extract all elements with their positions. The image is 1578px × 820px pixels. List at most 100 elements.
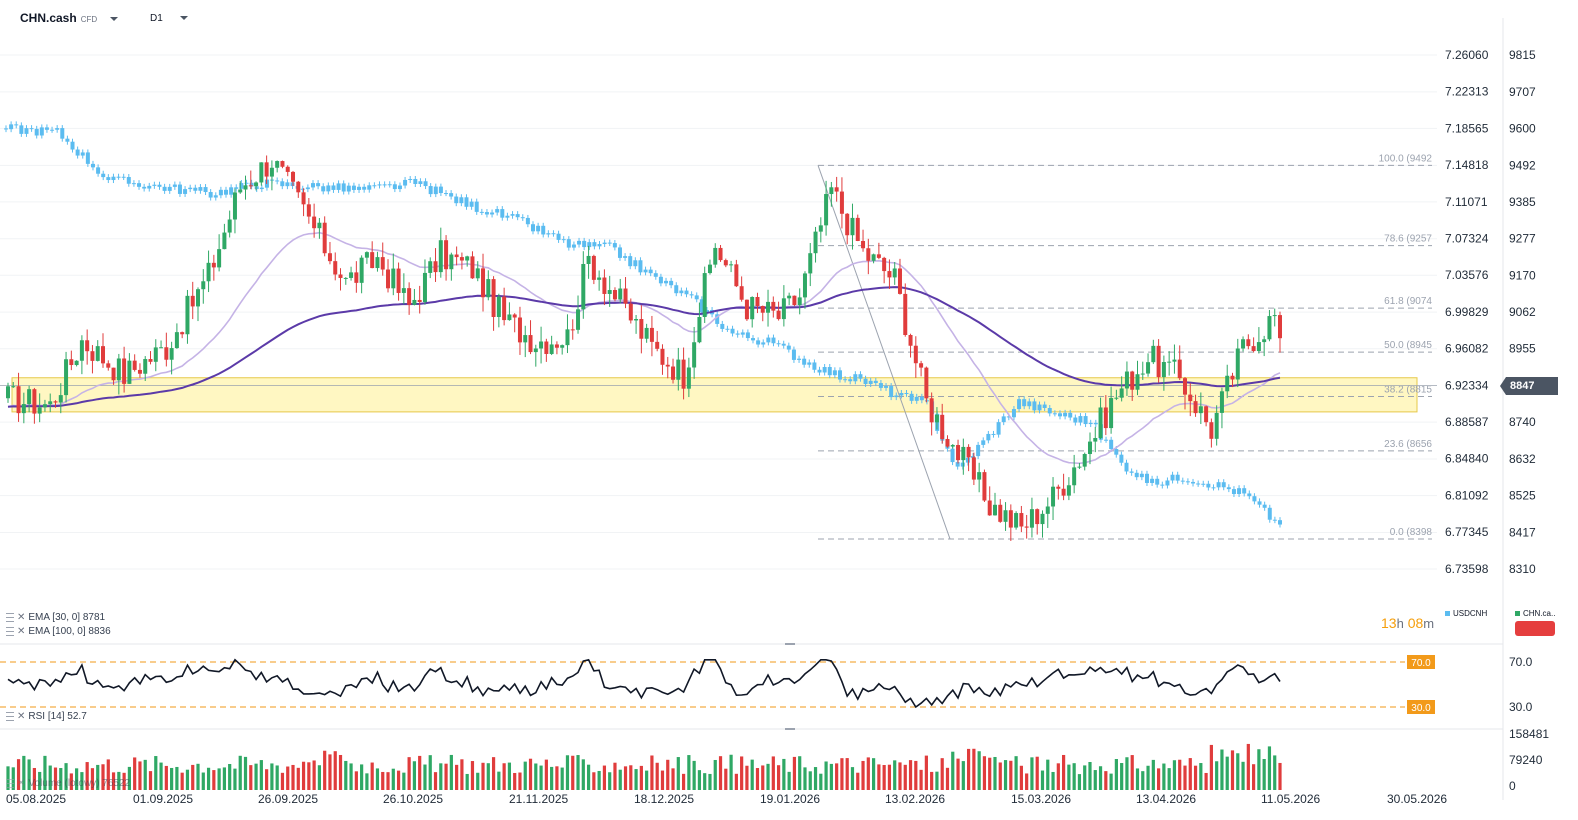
usdcnh-body (914, 396, 919, 401)
usdcnh-body (418, 181, 423, 184)
indicator-volume-row[interactable]: ✕ Volume (lotowy) 76522 (6, 778, 130, 789)
ema30-label: EMA [30, 0] 8781 (28, 612, 106, 623)
volume-bar (85, 762, 89, 790)
close-icon[interactable]: ✕ (17, 711, 26, 722)
usdcnh-body (745, 332, 750, 339)
usdcnh-body (679, 290, 684, 294)
legend-chn[interactable]: CHN.ca.. (1515, 609, 1555, 618)
usdcnh-body (177, 184, 182, 194)
price-tick-label: 8955 (1509, 342, 1536, 356)
volume-bar (692, 760, 696, 790)
usdcnh-body (1221, 482, 1226, 488)
candle-body (971, 457, 976, 480)
symbol-type: CFD (80, 15, 98, 24)
usdcnh-body (669, 280, 674, 286)
close-icon[interactable]: ✕ (17, 626, 26, 637)
candle-body (496, 296, 501, 317)
volume-bar (444, 763, 448, 790)
indicator-ema100-row[interactable]: ✕ EMA [100, 0] 8836 (6, 626, 111, 637)
usdcnh-body (341, 183, 346, 192)
candle-body (143, 359, 148, 374)
symbol-selector[interactable]: CHN.cash CFD (20, 11, 119, 25)
candle-body (797, 297, 802, 306)
volume-bar (850, 767, 855, 790)
settings-icon[interactable] (6, 627, 14, 636)
symbol-name: CHN.cash (20, 11, 77, 25)
volume-bar (1204, 772, 1208, 790)
volume-bar (1199, 763, 1203, 790)
candle-body (861, 240, 866, 249)
usdcnh-body (1134, 472, 1139, 478)
usdcnh-body (740, 332, 745, 335)
volume-bar (602, 765, 607, 790)
candle-body (1093, 437, 1098, 442)
settings-icon[interactable] (6, 779, 14, 788)
usdcnh-body (162, 186, 167, 191)
fib-level-label: 61.8 (9074 (1384, 296, 1432, 307)
candle-body (792, 295, 797, 306)
close-icon[interactable]: ✕ (17, 612, 26, 623)
settings-icon[interactable] (6, 613, 14, 622)
volume-bar (988, 757, 992, 790)
volume-bar (32, 767, 36, 790)
timeframe-selector[interactable]: D1 (150, 13, 188, 24)
volume-bar (1093, 770, 1097, 790)
usdcnh-body (853, 374, 858, 382)
usdcnh-body (285, 182, 290, 187)
usdcnh-body (735, 333, 740, 335)
candle-body (676, 359, 681, 380)
volume-bar (1262, 759, 1266, 790)
settings-icon[interactable] (6, 712, 14, 721)
candle-body (697, 316, 702, 343)
usdcnh-body (1032, 401, 1037, 411)
pane-resize-handle[interactable] (785, 728, 795, 730)
candle-body (882, 257, 887, 272)
usdcnh-body (131, 183, 136, 185)
volume-bar (1130, 755, 1134, 790)
candle-body (90, 351, 95, 361)
usdcnh-tick-label: 6.99829 (1445, 305, 1489, 319)
usdcnh-body (1006, 416, 1011, 418)
indicator-rsi-row[interactable]: ✕ RSI [14] 52.7 (6, 711, 87, 722)
candle-body (1193, 401, 1198, 414)
usdcnh-body (1150, 478, 1155, 483)
candle-body (132, 360, 137, 370)
volume-bar (629, 765, 633, 790)
usdcnh-body (530, 224, 535, 232)
usdcnh-body (433, 186, 438, 195)
volume-bar (43, 755, 47, 790)
usdcnh-body (474, 201, 479, 212)
candle-body (1188, 394, 1193, 402)
volume-bar (782, 758, 786, 790)
pane-resize-handle[interactable] (785, 643, 795, 645)
volume-bar (1193, 765, 1198, 790)
candle-body (1167, 361, 1172, 363)
volume-bar (523, 761, 527, 790)
candle-body (137, 369, 142, 374)
fib-level-label: 100.0 (9492 (1379, 153, 1433, 164)
candle-body (992, 504, 997, 516)
candle-body (1040, 513, 1045, 525)
price-tick-label: 9062 (1509, 305, 1536, 319)
usdcnh-body (392, 184, 397, 190)
volume-bar (824, 761, 828, 790)
candle-body (248, 185, 253, 187)
volume-bar (1141, 771, 1145, 790)
sell-price-box[interactable] (1515, 621, 1555, 636)
legend-usdcnh[interactable]: USDCNH (1445, 609, 1487, 618)
usdcnh-body (305, 187, 310, 190)
candle-body (190, 295, 195, 307)
candle-body (370, 252, 375, 269)
usdcnh-body (29, 128, 34, 130)
date-tick-label: 15.03.2026 (1011, 792, 1071, 806)
candle-body (1066, 485, 1071, 496)
usdcnh-body (638, 260, 643, 273)
rsi-level-tag (1407, 700, 1435, 714)
usdcnh-body (617, 247, 622, 258)
volume-bar (249, 765, 253, 790)
close-icon[interactable]: ✕ (17, 778, 26, 789)
usdcnh-body (357, 186, 362, 190)
usdcnh-body (1001, 416, 1006, 423)
indicator-ema30-row[interactable]: ✕ EMA [30, 0] 8781 (6, 612, 105, 623)
